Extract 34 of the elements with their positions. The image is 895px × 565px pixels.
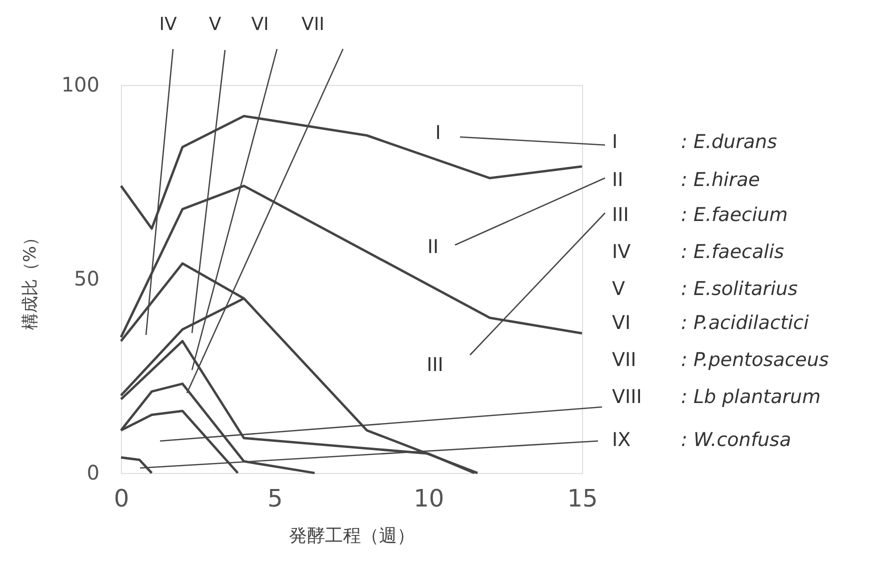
text: V [612,278,625,300]
text: VII [302,14,324,35]
y-tick-label: 50 [74,266,100,290]
text: : P.pentosaceus [681,349,829,371]
annotation: III [426,354,444,376]
text: : Lb plantarum [681,386,821,408]
y-axis-title: 構成比（%） [20,228,40,330]
text: : E.hirae [681,169,760,191]
text: VI [612,312,631,334]
x-axis-title: 発酵工程（週） [289,526,415,546]
x-tick-label: 5 [268,484,283,512]
text: VI [251,14,269,35]
text: I [612,131,618,153]
y-tick-label: 0 [86,460,100,484]
text: IV [612,241,631,263]
text: : E.solitarius [681,278,798,300]
text: VII [612,349,636,371]
text: IX [612,429,631,451]
text: II [612,169,624,191]
annotation: II [427,236,439,258]
x-tick-label: 0 [114,484,130,512]
x-tick-label: 10 [414,484,444,512]
text: III [612,204,629,226]
text: : P.acidilactici [681,312,810,334]
text: : W.confusa [681,429,792,451]
text: VIII [612,386,642,408]
text: : E.durans [681,131,778,153]
text: : E.faecalis [681,241,784,263]
text: : E.faecium [681,204,788,226]
y-tick-label: 100 [61,72,100,96]
text: IV [159,14,178,35]
annotation: I [435,122,441,144]
x-tick-label: 15 [567,484,598,512]
text: V [208,14,222,35]
